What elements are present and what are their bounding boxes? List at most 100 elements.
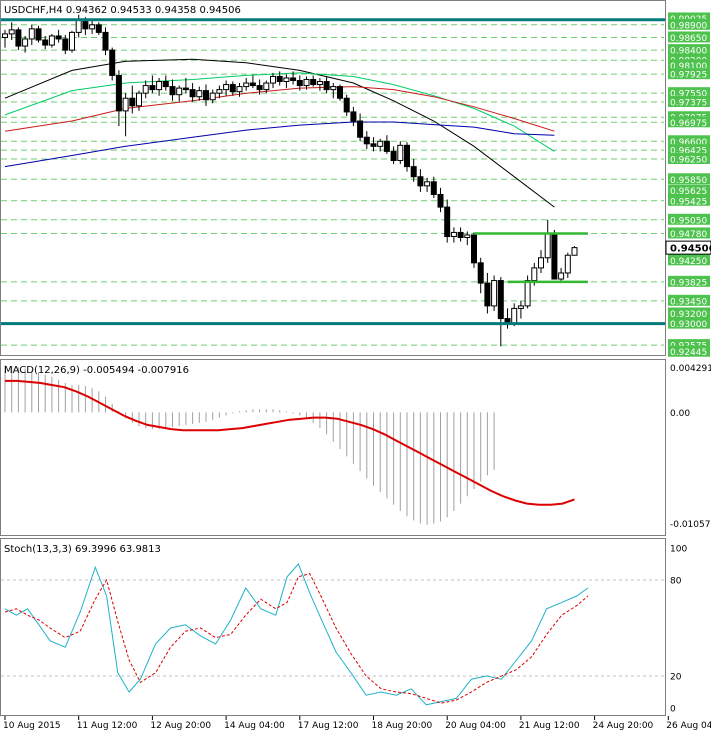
candle [122, 93, 129, 137]
candle [464, 231, 471, 246]
candle-body [357, 120, 364, 138]
candle-body [129, 97, 136, 107]
candle [363, 131, 370, 149]
candle [450, 227, 457, 243]
candle-body [531, 267, 538, 282]
price-tick: 0.97550 [668, 87, 710, 100]
price-pane [0, 0, 666, 356]
price-tick: 0.96425 [668, 144, 710, 157]
candle-body [551, 232, 558, 280]
candle [437, 187, 444, 213]
price-tick: 0.95050 [668, 213, 710, 226]
candle-body [169, 86, 176, 96]
candle-body [310, 78, 317, 86]
candle [524, 275, 531, 309]
stochastic-axis-labels: 100 80 20 0 [670, 545, 687, 715]
price-tick-bg [668, 345, 710, 357]
current-price-bg [665, 240, 711, 255]
candle [209, 89, 216, 104]
candle [484, 272, 491, 314]
candle-body [511, 307, 518, 325]
candle [115, 70, 122, 127]
candle-body [256, 85, 263, 91]
stoch-pane [0, 538, 666, 716]
candle-body [484, 282, 491, 307]
price-tick-bg [668, 68, 710, 80]
price-tick-label: 0.93825 [670, 278, 707, 288]
price-gridlines [1, 24, 664, 346]
candle [62, 34, 69, 55]
macd-series [4, 365, 575, 525]
price-tick: 0.98400 [668, 44, 710, 57]
macd-tick-label: 0.004291 [670, 364, 711, 374]
price-tick-label: 0.97550 [670, 90, 707, 100]
price-tick-bg [668, 339, 710, 351]
price-tick: 0.94780 [668, 227, 710, 240]
price-tick-label: 0.93450 [670, 297, 707, 307]
candle [28, 24, 35, 46]
candle [343, 94, 350, 116]
candle-body [109, 49, 116, 76]
candle [270, 72, 276, 89]
candle-body [316, 81, 323, 86]
candle-body [430, 181, 437, 195]
price-tick-bg [668, 275, 710, 287]
price-tick-label: 0.96250 [670, 156, 707, 166]
price-tick: 0.98100 [668, 59, 710, 72]
candle [109, 47, 116, 81]
candle-body [48, 35, 55, 46]
candle [564, 252, 571, 279]
candle [223, 80, 230, 96]
price-tick-label: 0.98650 [670, 34, 707, 44]
candle-body [417, 176, 424, 187]
candle-body [363, 136, 370, 145]
candle [189, 83, 196, 102]
candle-body [544, 232, 551, 259]
candle [390, 146, 397, 165]
stochastic-signal-line [4, 573, 589, 704]
candle-body [22, 38, 29, 47]
candle [417, 169, 424, 192]
candle-body [517, 305, 524, 309]
stochastic-tick-label: 80 [670, 577, 682, 587]
candle [229, 81, 236, 96]
candle [316, 77, 323, 91]
candle [48, 33, 55, 48]
candle-body [296, 80, 303, 87]
stochastic-tick-label: 0 [670, 705, 676, 715]
candle-body [524, 280, 531, 307]
price-tick-label: 0.94250 [670, 257, 707, 267]
candle-body [189, 89, 196, 98]
candle [377, 138, 384, 152]
candle [203, 84, 209, 106]
candle [89, 19, 96, 34]
candle-body [444, 206, 451, 237]
price-tick-label: 0.98900 [670, 21, 707, 31]
candle-body [28, 28, 35, 40]
candle-body [457, 231, 464, 239]
candle-body [142, 85, 149, 94]
candle [249, 75, 256, 89]
candle [303, 76, 310, 90]
price-tick-bg [668, 227, 710, 239]
price-tick: 0.97925 [668, 68, 710, 81]
candle [283, 74, 290, 89]
candle [330, 83, 337, 99]
candle-body [330, 86, 337, 91]
candle-body [404, 144, 410, 168]
candle-body [283, 77, 290, 83]
price-tick-bg [668, 135, 710, 147]
stochastic-tick-label: 20 [670, 673, 682, 683]
candle [256, 79, 263, 95]
candle [276, 71, 283, 86]
candle-body [383, 140, 390, 152]
price-tick-bg [668, 213, 710, 225]
time-tick-label: 10 Aug 2015 [3, 721, 61, 731]
price-tick-bg [668, 18, 710, 30]
time-tick-label: 14 Aug 04:00 [224, 721, 285, 731]
candle-body [216, 89, 223, 94]
candle-body [571, 247, 578, 256]
price-tick-bg [668, 153, 710, 165]
price-tick: 0.93200 [668, 307, 710, 320]
